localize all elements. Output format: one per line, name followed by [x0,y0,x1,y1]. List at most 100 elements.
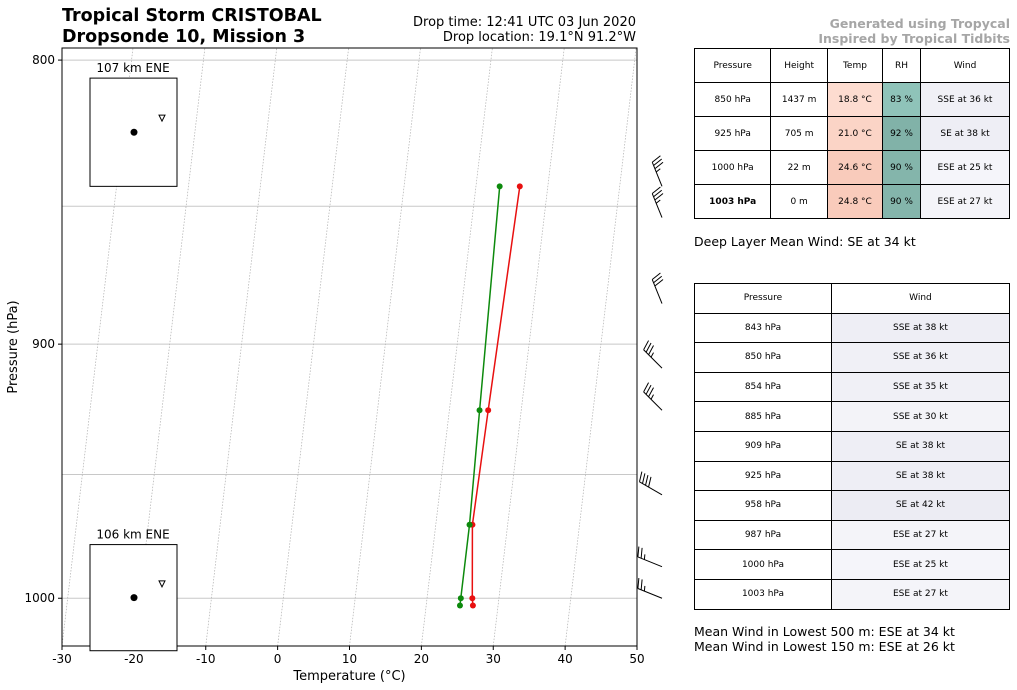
pressure-cell: 987 hPa [694,519,832,551]
pressure-cell: 843 hPa [694,312,832,344]
profile-point [485,407,492,414]
wind-cell: SE at 38 kt [830,430,1011,462]
wind-barb-feather [654,193,664,201]
rh-cell: 92 % [882,116,921,151]
wind-cell: SSE at 36 kt [830,342,1011,373]
profile-point [516,183,523,190]
wind-barb-feather [645,384,652,395]
profile-point [469,595,476,602]
drop-location: Drop location: 19.1°N 91.2°W [442,30,636,45]
levels-header-cell: Temp [826,48,884,83]
wind-barb-half-feather [643,554,646,560]
wind-cell: SSE at 35 kt [830,371,1011,403]
table-row: 843 hPa SSE at 38 kt [694,312,1011,344]
isotherm [205,48,278,646]
wind-barb-feather [651,155,661,163]
pressure-cell: 1000 hPa [694,549,832,580]
winds-header-cell: Pressure [694,283,832,314]
table-row: 885 hPa SSE at 30 kt [694,401,1011,432]
wind-barb-staff [643,391,663,411]
chart-title: Tropical Storm CRISTOBAL Dropsonde 10, M… [62,6,322,48]
wind-barb-feather [642,473,646,484]
isotherm [277,48,349,646]
pressure-cell: 925 hPa [694,460,832,492]
drop-location-icon [158,114,166,123]
y-tick-label: 1000 [24,591,55,605]
isotherm [349,48,421,646]
table-row: 925 hPa 705 m 21.0 °C 92 % SE at 38 kt [693,116,1010,151]
wind-barb [651,186,664,218]
wind-barb-staff [637,556,663,568]
wind-cell: SE at 42 kt [830,490,1011,521]
levels-header-row: Pressure Height Temp RH Wind [693,48,1010,83]
wind-barb-feather [637,546,640,557]
credit-tidbits: Inspired by Tropical Tidbits [818,31,1010,46]
profile-line [459,186,501,606]
drop-info: Drop time: 12:41 UTC 03 Jun 2020 Drop lo… [413,15,636,45]
wind-barb-feather [654,279,664,287]
table-row: 854 hPa SSE at 35 kt [694,371,1011,403]
isotherm [421,48,493,646]
drop-location-icon [158,580,166,588]
table-row: 1000 hPa ESE at 25 kt [694,549,1011,580]
profile-point [496,183,503,190]
mean-wind-150m: Mean Wind in Lowest 150 m: ESE at 26 kt [694,639,955,654]
wind-barb-half-feather [655,199,661,204]
wind-cell: SE at 38 kt [920,116,1010,151]
table-row: 1003 hPa 0 m 24.8 °C 90 % ESE at 27 kt [693,184,1010,219]
profile-line [471,186,521,606]
wind-barb-staff [639,481,663,496]
wind-cell: SE at 38 kt [830,460,1011,492]
wind-barb-half-feather [655,168,661,173]
temp-cell: 21.0 °C [826,116,884,151]
wind-cell: SSE at 36 kt [920,82,1010,117]
wind-cell: SSE at 38 kt [830,312,1011,344]
wind-barb [637,546,663,568]
wind-cell: ESE at 25 kt [830,549,1011,580]
wind-barb-half-feather [643,585,646,592]
storm-center-icon [130,594,138,602]
wind-barb-staff [651,279,663,304]
isotherm [492,48,565,646]
levels-header-cell: Wind [920,48,1010,83]
skewt-chart: -30 -20 -10 0 10 20 30 40 50 800 900 1000 Temperatur… [6,47,664,684]
wind-barb-half-feather [650,394,654,400]
table-row: 850 hPa SSE at 36 kt [694,342,1011,373]
wind-barb [651,155,664,187]
y-tick-label: 800 [32,53,55,67]
wind-barb [643,382,663,411]
inset-map: 106 km ENE [89,528,178,652]
temp-cell: 24.6 °C [826,150,884,185]
wind-cell: ESE at 25 kt [920,150,1010,185]
x-tick-label: 10 [342,652,357,666]
wind-barb [643,340,663,369]
rh-cell: 83 % [882,82,921,117]
mission-subtitle: Dropsonde 10, Mission 3 [62,27,306,47]
mean-wind-500m: Mean Wind in Lowest 500 m: ESE at 34 kt [694,624,955,639]
storm-center-icon [130,128,138,136]
pressure-cell: 885 hPa [694,401,832,432]
levels-header-cell: Pressure [693,48,772,83]
wind-barb-staff [651,193,663,218]
pressure-cell: 850 hPa [694,342,832,373]
credits: Generated using Tropycal Inspired by Tro… [818,16,1010,46]
wind-barb-feather [640,579,643,590]
x-tick-label: -20 [124,652,144,666]
pressure-cell: 854 hPa [694,371,832,403]
wind-barb [638,471,663,496]
wind-barb-staff [651,162,663,187]
wind-barb-feather [653,275,663,284]
drop-time: Drop time: 12:41 UTC 03 Jun 2020 [413,15,636,30]
pressure-cell: 850 hPa [693,82,772,117]
wind-barb-feather [643,340,650,350]
profile-point [476,407,483,414]
wind-barb-staff [637,588,663,599]
y-axis-label: Pressure (hPa) [6,300,21,393]
profile-point [457,595,464,602]
height-cell: 22 m [770,150,828,185]
wind-barb-feather [645,474,649,486]
table-row: 1003 hPa ESE at 27 kt [694,578,1011,610]
wind-barb-staff [643,349,663,369]
pressure-cell: 1003 hPa [694,578,832,610]
wind-barb-feather [643,382,650,393]
